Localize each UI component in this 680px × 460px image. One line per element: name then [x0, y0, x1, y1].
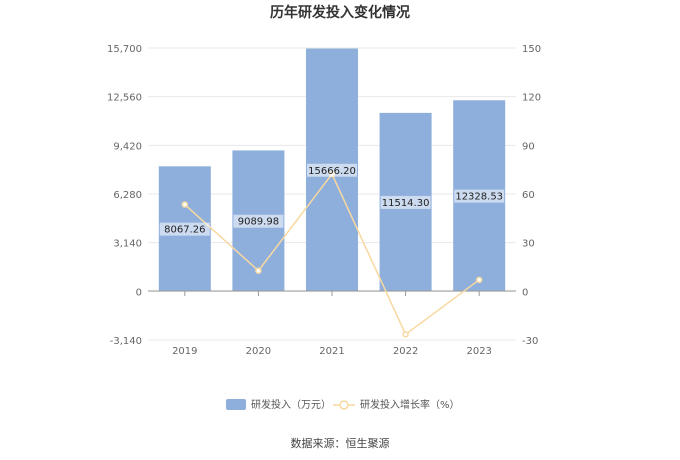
bar-value-label: 12328.53	[455, 192, 503, 203]
bar-value-label: 15666.20	[308, 166, 356, 177]
legend: 研发投入（万元） 研发投入增长率（%）	[226, 398, 460, 411]
legend-bar-swatch	[226, 399, 246, 410]
bar-value-label-bg	[307, 163, 357, 177]
bar-value-label-bg	[454, 189, 505, 203]
y-left-tick-label: -3,140	[110, 336, 142, 347]
x-tick-label: 2019	[172, 346, 197, 357]
y-left-tick-label: 12,560	[107, 93, 142, 104]
y-left-tick-label: 6,280	[113, 190, 142, 201]
y-left-tick-label: 0	[136, 287, 142, 298]
y-left-tick-label: 3,140	[113, 239, 142, 250]
y-right-tick-label: 150	[522, 44, 541, 55]
growth-rate-point-2022	[402, 331, 409, 338]
legend-bar-label: 研发投入（万元）	[251, 398, 331, 411]
y-right-tick-label: 60	[522, 190, 535, 201]
axes: 15,700 12,560 9,420 6,280 3,140 0 -3,140 150 120…	[107, 44, 541, 357]
bar-value-label: 11514.30	[382, 198, 430, 209]
bar-value-label: 8067.26	[164, 225, 205, 236]
bar-value-label-bg	[233, 214, 284, 228]
growth-rate-point-2019	[181, 201, 189, 208]
y-right-tick-label: 30	[522, 239, 535, 250]
data-source: 数据来源：恒生聚源	[291, 436, 390, 450]
legend-line-marker	[339, 400, 349, 410]
y-left-tick-label: 15,700	[107, 44, 142, 55]
y-right-tick-label: 120	[522, 93, 541, 104]
y-right-tick-label: 90	[522, 141, 535, 152]
bar-value-label: 9089.98	[238, 217, 279, 228]
y-right-tick-label: 0	[522, 287, 528, 298]
x-tick-label: 2023	[466, 346, 491, 357]
x-tick-label: 2021	[319, 346, 344, 357]
bar-value-label-bg	[380, 195, 431, 209]
x-tick-label: 2020	[246, 346, 271, 357]
growth-rate-point-2023	[475, 276, 483, 284]
y-right-tick-label: -30	[522, 336, 538, 347]
y-left-tick-label: 9,420	[113, 141, 142, 152]
legend-line-label: 研发投入增长率（%）	[360, 398, 460, 411]
bar-value-label-bg	[159, 222, 210, 236]
chart-title: 历年研发投入变化情况	[270, 4, 410, 21]
x-tick-label: 2022	[393, 346, 418, 357]
growth-rate-point-2020	[255, 267, 262, 274]
data-labels: 8067.26 9089.98 15666.20 11514.30 12328.53	[159, 163, 505, 236]
